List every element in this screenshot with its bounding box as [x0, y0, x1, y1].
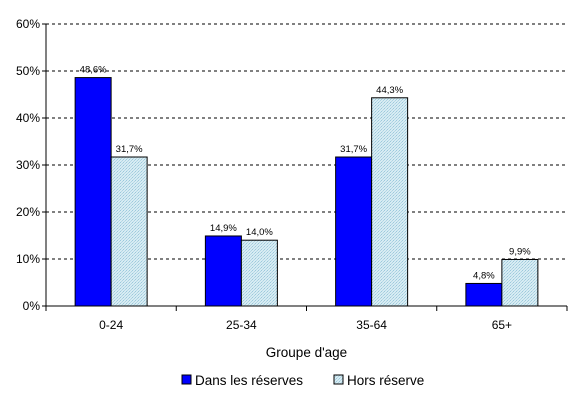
bar-hors-reserve-25-34 [240, 239, 278, 307]
bar-dans-les-reserves-25-34 [204, 235, 242, 307]
y-axis-ticks: 0% 10% 20% 30% 40% 50% 60% [16, 17, 46, 313]
data-label-hors-reserve-35-64: 44,3% [376, 85, 403, 96]
y-tick-label-50: 50% [16, 64, 40, 78]
x-axis-title: Groupe d'age [266, 345, 347, 360]
bar-hors-reserve-65+ [501, 258, 539, 307]
y-tick-label-30: 30% [16, 158, 40, 172]
legend-swatch-dans-les-reserves [181, 374, 192, 385]
y-tick-label-0: 0% [23, 299, 41, 313]
data-label-dans-les-reserves-35-64: 31,7% [340, 144, 367, 155]
data-label-dans-les-reserves-0-24: 48,6% [80, 65, 107, 76]
legend-label-dans-les-reserves: Dans les réserves [195, 373, 303, 388]
y-tick-label-20: 20% [16, 205, 40, 219]
bar-dans-les-reserves-0-24 [74, 77, 112, 307]
bar-dans-les-reserves-65+ [465, 282, 503, 307]
bars-group [74, 77, 539, 307]
bar-dans-les-reserves-35-64 [335, 156, 373, 307]
data-label-dans-les-reserves-25-34: 14,9% [210, 223, 237, 234]
y-tick-label-60: 60% [16, 17, 40, 31]
legend: Dans les réserves Hors réserve [181, 373, 424, 388]
legend-label-hors-reserve: Hors réserve [347, 373, 424, 388]
x-tick-label-25-34: 25-34 [226, 318, 257, 332]
x-tick-label-35-64: 35-64 [356, 318, 387, 332]
x-tick-label-65+: 65+ [492, 318, 512, 332]
data-label-dans-les-reserves-65+: 4,8% [473, 270, 495, 281]
data-label-hors-reserve-65+: 9,9% [509, 246, 531, 257]
x-axis-ticks: 0-24 25-34 35-64 65+ [45, 306, 568, 332]
legend-swatch-hors-reserve [333, 374, 344, 385]
data-label-hors-reserve-25-34: 14,0% [246, 227, 273, 238]
data-labels: 48,6% 31,7% 14,9% 14,0% 31,7% 44,3% 4,8% 9,9% [80, 65, 532, 282]
data-label-hors-reserve-0-24: 31,7% [116, 144, 143, 155]
bar-hors-reserve-0-24 [110, 156, 148, 307]
x-tick-label-0-24: 0-24 [99, 318, 123, 332]
y-tick-label-40: 40% [16, 111, 40, 125]
bar-hors-reserve-35-64 [371, 97, 409, 307]
y-tick-label-10: 10% [16, 252, 40, 266]
